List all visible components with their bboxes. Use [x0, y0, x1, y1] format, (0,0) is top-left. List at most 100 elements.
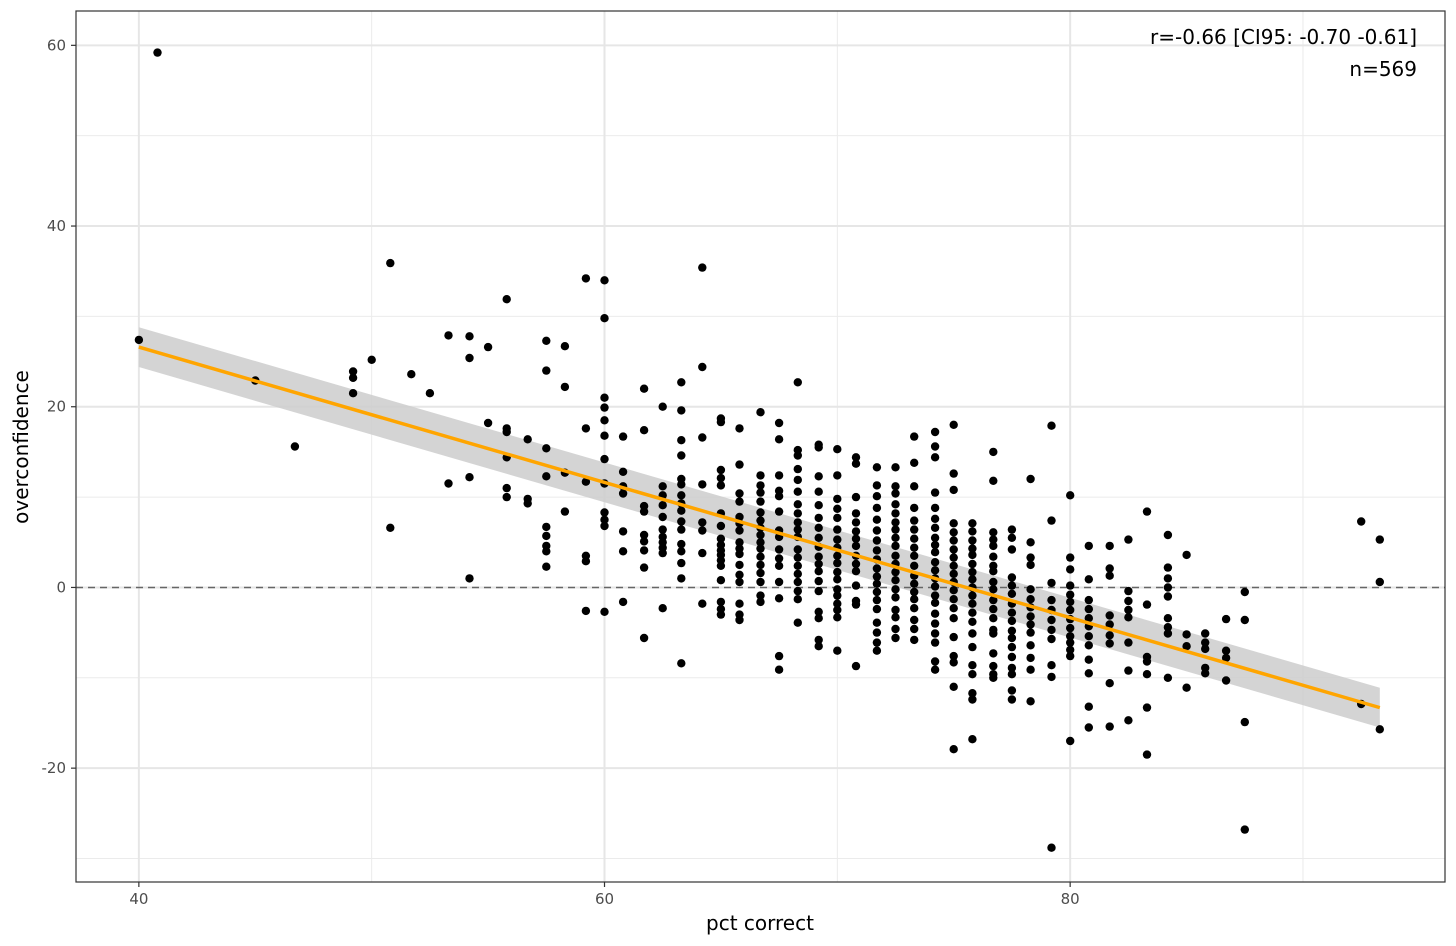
data-point	[930, 598, 940, 607]
data-point	[774, 471, 784, 480]
data-point	[618, 432, 628, 441]
data-point	[756, 552, 765, 561]
data-point	[930, 582, 940, 591]
data-point	[968, 661, 977, 670]
data-point	[542, 472, 551, 481]
data-point	[1007, 545, 1017, 554]
data-point	[949, 586, 958, 595]
data-point	[639, 563, 649, 572]
data-point	[891, 624, 900, 634]
data-point	[560, 342, 570, 351]
data-point	[968, 642, 977, 652]
data-point	[1026, 628, 1035, 637]
data-point	[1047, 595, 1056, 605]
data-point	[1047, 516, 1056, 525]
data-point	[833, 599, 842, 608]
data-point	[910, 587, 919, 597]
data-point	[1066, 491, 1075, 500]
data-point	[444, 331, 453, 340]
data-point	[814, 635, 823, 645]
data-point	[968, 617, 977, 626]
data-point	[1182, 630, 1191, 639]
data-point	[1375, 535, 1385, 544]
data-point	[872, 546, 882, 555]
data-point	[910, 604, 919, 613]
data-point	[1066, 553, 1075, 562]
data-point	[814, 552, 823, 561]
data-point	[600, 403, 609, 412]
data-point	[989, 577, 998, 587]
data-point	[560, 382, 570, 392]
data-point	[891, 525, 900, 534]
data-point	[833, 575, 842, 584]
data-point	[677, 574, 686, 583]
data-point	[1007, 642, 1017, 652]
data-point	[1066, 632, 1075, 641]
data-point	[949, 519, 958, 528]
data-point	[1007, 573, 1017, 582]
data-point	[968, 559, 977, 569]
data-point	[793, 487, 802, 496]
x-tick-label: 40	[129, 890, 148, 908]
data-point	[735, 599, 744, 608]
data-point	[735, 497, 744, 506]
data-point	[910, 615, 919, 625]
data-point	[600, 276, 609, 285]
data-point	[698, 480, 707, 489]
data-point	[677, 451, 686, 460]
data-point	[658, 604, 667, 613]
data-point	[1221, 676, 1231, 685]
data-point	[793, 378, 802, 387]
data-point	[716, 481, 726, 490]
data-point	[891, 482, 900, 491]
data-point	[542, 336, 551, 345]
data-point	[814, 513, 823, 523]
data-point	[793, 618, 802, 627]
data-point	[1357, 517, 1366, 526]
data-point	[716, 473, 726, 483]
data-point	[833, 513, 842, 523]
data-point	[1084, 595, 1094, 605]
data-point	[793, 525, 802, 534]
data-point	[756, 530, 765, 540]
data-point	[1375, 725, 1385, 734]
data-point	[658, 512, 667, 522]
data-point	[968, 695, 977, 704]
data-point	[523, 435, 532, 444]
data-point	[600, 314, 609, 323]
data-point	[483, 418, 493, 428]
data-point	[1163, 592, 1173, 601]
data-point	[891, 551, 900, 560]
annotation-correlation: r=-0.66 [CI95: -0.70 -0.61]	[1150, 25, 1417, 49]
data-point	[872, 503, 882, 513]
data-point	[756, 508, 765, 517]
data-point	[910, 595, 919, 604]
data-point	[1084, 702, 1094, 711]
data-point	[774, 594, 784, 603]
data-point	[756, 538, 765, 547]
data-point	[677, 480, 686, 489]
data-point	[1066, 645, 1075, 654]
data-point	[930, 657, 940, 666]
y-tick-label: 40	[47, 217, 66, 235]
x-axis-title: pct correct	[706, 911, 814, 935]
data-point	[851, 492, 861, 502]
data-point	[833, 494, 842, 504]
data-point	[949, 595, 958, 604]
data-point	[774, 651, 784, 661]
data-point	[930, 503, 940, 513]
data-point	[968, 527, 977, 536]
y-tick-label: 60	[47, 36, 66, 54]
data-point	[910, 624, 919, 634]
data-point	[910, 482, 919, 491]
data-point	[989, 585, 998, 594]
data-point	[698, 433, 707, 442]
data-point	[989, 661, 998, 671]
data-point	[1201, 644, 1210, 654]
data-point	[833, 585, 842, 594]
data-point	[851, 559, 861, 569]
data-point	[930, 558, 940, 567]
data-point	[872, 604, 882, 614]
data-point	[949, 553, 958, 562]
data-point	[600, 607, 609, 616]
